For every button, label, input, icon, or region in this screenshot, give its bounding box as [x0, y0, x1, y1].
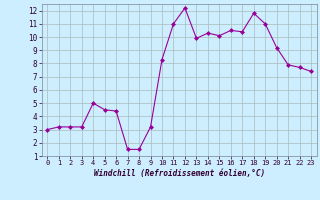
X-axis label: Windchill (Refroidissement éolien,°C): Windchill (Refroidissement éolien,°C)	[94, 169, 265, 178]
